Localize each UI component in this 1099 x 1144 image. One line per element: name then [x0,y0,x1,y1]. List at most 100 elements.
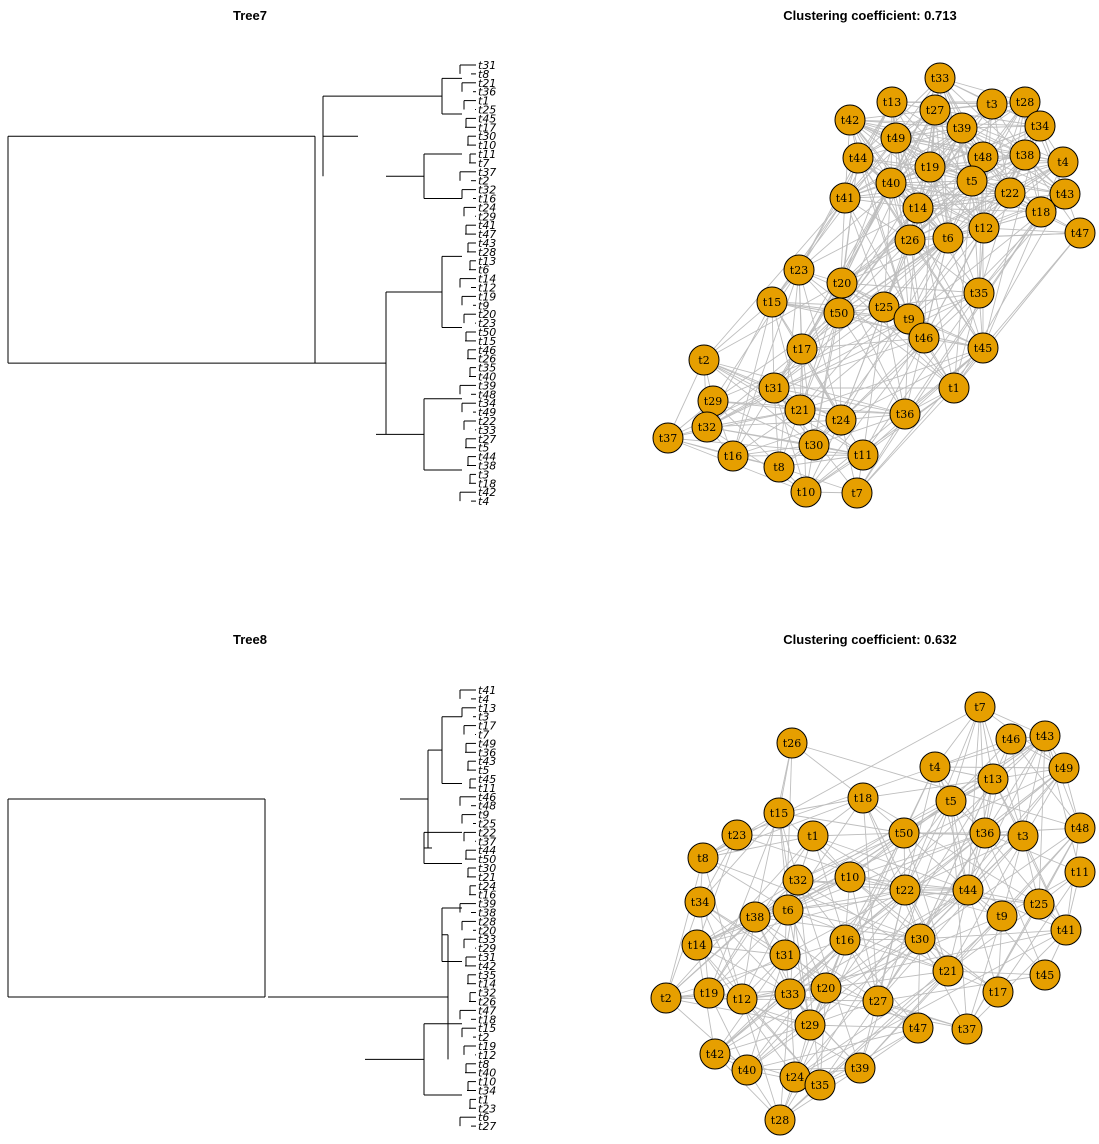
network-node: t17 [786,333,818,365]
node-label: t28 [1016,96,1034,109]
node-circle [693,977,725,1009]
network-node: t41 [829,182,861,214]
network-node: t44 [842,142,874,174]
tip-label: t28 [478,246,496,259]
node-label: t4 [1057,156,1068,169]
network-edge [706,426,807,493]
network-edge [903,832,1024,837]
network-node: t38 [739,901,771,933]
tip-label: t41 [478,684,496,697]
node-label: t20 [817,982,835,995]
network-edge [857,157,949,239]
node-circle [790,476,822,508]
node-label: t10 [841,871,859,884]
network-edge [984,832,1081,873]
tip-label: t2 [478,1031,489,1044]
network-node: t24 [825,404,857,436]
node-label: t18 [1032,206,1050,219]
network-node: t35 [963,277,995,309]
network-node: t12 [726,983,758,1015]
tip-label: t12 [478,1049,496,1062]
node-label: t34 [691,896,709,909]
network-edge [703,197,846,361]
network-node: t36 [889,398,921,430]
network-edge [840,347,984,421]
network-edge [819,1000,879,1086]
network-edge [917,192,1011,209]
network-edge [890,154,1026,184]
tip-label: t11 [478,148,496,161]
network-edge [778,812,905,834]
network-node: t42 [699,1038,731,1070]
network-node: t32 [782,864,814,896]
network-edge [844,192,1011,199]
node-circle [876,86,908,118]
network-node: t46 [908,322,940,354]
network-edge [904,889,1003,917]
node-circle [1049,178,1081,210]
node-label: t8 [697,852,708,865]
network-node: t10 [790,476,822,508]
tip-label: t20 [478,308,496,321]
network-edge [984,832,1067,931]
network-node: t9 [986,900,1018,932]
network-edge [904,835,1024,891]
network-node: t50 [888,817,920,849]
network-node: t31 [769,939,801,971]
network-node: t15 [756,286,788,318]
network-edge [696,909,789,946]
node-circle [721,819,753,851]
network-edge [841,282,955,389]
network-node: t13 [977,763,1009,795]
node-circle [1064,217,1096,249]
node-circle [769,939,801,971]
network-edge [862,292,980,456]
node-label: t29 [704,395,722,408]
tip-label: t11 [478,782,496,795]
tip-label: t13 [478,255,496,268]
node-label: t42 [841,114,859,127]
network-node: t27 [919,94,951,126]
node-circle [739,901,771,933]
node-label: t31 [776,949,794,962]
tip-label: t34 [478,397,496,410]
network-node: t46 [995,723,1027,755]
network-edge [794,929,1067,1078]
network-edge [849,119,1041,127]
node-label: t3 [986,98,997,111]
network-node: t2 [650,982,682,1014]
network-edge [841,237,949,284]
network-edge [819,970,949,1086]
network-edge [754,916,879,1002]
network-edge [844,939,949,972]
network-edge [877,832,986,1002]
tip-label: t32 [478,184,496,197]
node-label: t11 [1071,866,1089,879]
network-node: t4 [1047,146,1079,178]
network-node: t21 [932,955,964,987]
network-edge [784,954,919,1029]
node-circle [1029,959,1061,991]
node-circle [1007,820,1039,852]
network-node: t25 [868,291,900,323]
network-edge [773,337,925,389]
network-edge [778,812,789,911]
tip-label: t43 [478,237,496,250]
tip-label: t22 [478,826,496,839]
network-node: t22 [889,874,921,906]
network-edge [825,938,921,989]
tip-label: t1 [478,1093,489,1106]
node-label: t48 [974,151,992,164]
network-edge [797,832,905,881]
tip-label: t22 [478,415,496,428]
network-edge [812,835,969,891]
network-edge [809,1024,919,1029]
node-circle [834,861,866,893]
network-edge [799,318,910,411]
node-circle [914,151,946,183]
tip-label: t31 [478,59,496,72]
tip-label: t40 [478,371,496,384]
tip-label: t17 [478,121,496,134]
network-edge [947,232,1081,239]
node-label: t39 [953,122,971,135]
